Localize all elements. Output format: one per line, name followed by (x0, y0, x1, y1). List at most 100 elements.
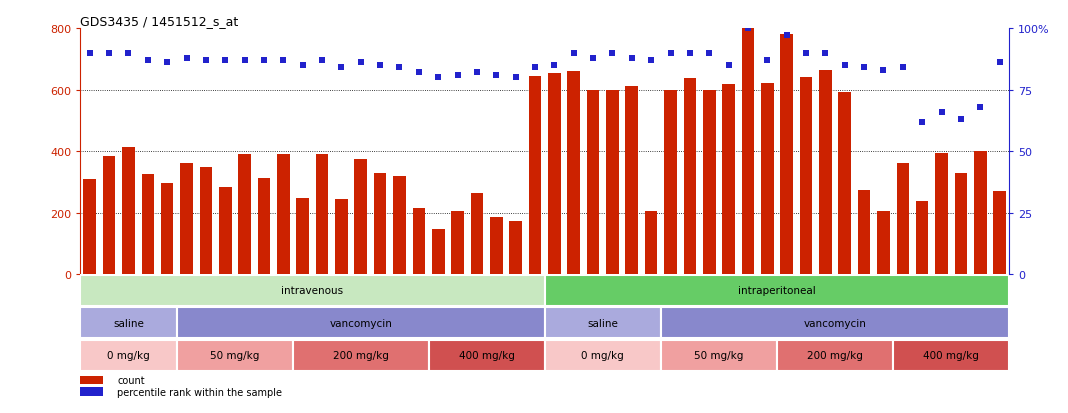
Bar (545, 308, 661, 339)
Text: intravenous: intravenous (281, 286, 344, 296)
Bar (431, 229, 444, 275)
Bar (122, 148, 135, 275)
Text: 200 mg/kg: 200 mg/kg (333, 350, 389, 360)
Point (217, 57, 234, 64)
Bar (428, 340, 545, 371)
Point (159, 60, 176, 66)
Bar (142, 175, 154, 275)
Point (139, 57, 156, 64)
Point (972, 104, 989, 111)
Bar (529, 76, 541, 275)
Point (681, 50, 698, 57)
Bar (974, 151, 987, 275)
Text: percentile rank within the sample: percentile rank within the sample (117, 387, 282, 397)
Point (875, 67, 892, 74)
Text: 50 mg/kg: 50 mg/kg (694, 350, 743, 360)
Point (758, 57, 775, 64)
Point (643, 57, 660, 64)
Point (429, 75, 446, 81)
Bar (80, 340, 177, 371)
Text: 50 mg/kg: 50 mg/kg (210, 350, 260, 360)
Bar (741, 29, 754, 275)
Text: vancomycin: vancomycin (329, 318, 392, 328)
Text: 0 mg/kg: 0 mg/kg (581, 350, 624, 360)
Bar (800, 78, 813, 275)
Bar (452, 212, 464, 275)
Bar (838, 93, 851, 275)
Point (836, 62, 853, 69)
Bar (936, 153, 947, 275)
Text: saline: saline (587, 318, 618, 328)
Bar (509, 222, 522, 275)
Bar (819, 70, 832, 275)
Bar (761, 84, 773, 275)
Point (991, 60, 1008, 66)
Text: count: count (117, 375, 145, 385)
Point (333, 65, 350, 71)
Bar (80, 387, 104, 396)
Bar (703, 91, 716, 275)
Text: saline: saline (113, 318, 144, 328)
Point (81, 50, 98, 57)
Bar (297, 199, 309, 275)
Bar (277, 154, 289, 275)
Point (410, 70, 427, 76)
Bar (374, 173, 387, 275)
Bar (219, 188, 232, 275)
Point (701, 50, 718, 57)
Bar (626, 87, 638, 275)
Point (933, 109, 951, 116)
Point (720, 62, 737, 69)
Text: 200 mg/kg: 200 mg/kg (807, 350, 863, 360)
Point (294, 62, 311, 69)
Point (488, 72, 505, 79)
Point (953, 116, 970, 123)
Point (584, 55, 601, 62)
Point (198, 57, 215, 64)
Text: intraperitoneal: intraperitoneal (738, 286, 816, 296)
Bar (645, 212, 658, 275)
Point (372, 62, 389, 69)
Bar (238, 155, 251, 275)
Bar (661, 340, 776, 371)
Bar (393, 176, 406, 275)
Bar (776, 340, 893, 371)
Text: 0 mg/kg: 0 mg/kg (107, 350, 150, 360)
Bar (83, 179, 96, 275)
Bar (916, 202, 928, 275)
Bar (257, 179, 270, 275)
Point (603, 50, 621, 57)
Bar (316, 155, 328, 275)
Bar (607, 90, 618, 275)
Bar (161, 183, 173, 275)
Bar (200, 168, 213, 275)
Bar (896, 164, 909, 275)
Point (913, 119, 930, 126)
Point (527, 65, 544, 71)
Bar (177, 340, 293, 371)
Bar (893, 340, 1009, 371)
Text: vancomycin: vancomycin (803, 318, 866, 328)
Text: GDS3435 / 1451512_s_at: GDS3435 / 1451512_s_at (80, 15, 238, 28)
Text: 400 mg/kg: 400 mg/kg (458, 350, 515, 360)
Point (120, 50, 137, 57)
Bar (103, 157, 115, 275)
Bar (993, 191, 1006, 275)
Point (739, 26, 756, 32)
Point (894, 65, 911, 71)
Bar (684, 78, 696, 275)
Point (314, 57, 331, 64)
Point (798, 50, 815, 57)
Bar (664, 90, 677, 275)
Point (236, 57, 253, 64)
Point (546, 62, 563, 69)
Bar (548, 74, 561, 275)
Bar (80, 376, 104, 385)
Bar (335, 199, 348, 275)
Bar (490, 218, 503, 275)
Point (100, 50, 117, 57)
Point (855, 65, 873, 71)
Bar (180, 164, 193, 275)
Bar (412, 209, 425, 275)
Point (178, 55, 195, 62)
